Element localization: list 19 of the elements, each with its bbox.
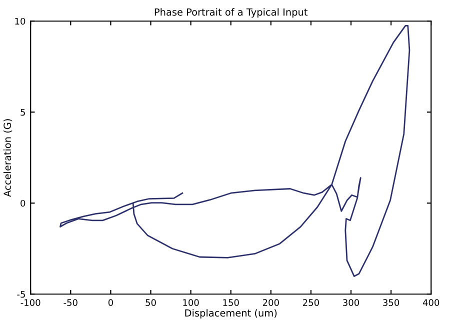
x-tick-label: 0: [108, 299, 113, 306]
x-tick-label: 300: [343, 299, 360, 306]
x-tick-label: -100: [20, 299, 40, 306]
x-tick-label: 350: [383, 299, 400, 306]
y-axis-title: Acceleration (G): [3, 119, 12, 197]
x-tick-label: -50: [64, 299, 78, 306]
x-axis-title: Displacement (um): [185, 309, 277, 319]
line-series: [60, 24, 410, 277]
x-tick-label: 100: [183, 299, 199, 306]
y-tick-label: -5: [17, 290, 25, 298]
x-tick-label: 50: [146, 299, 156, 306]
x-tick-label: 250: [302, 299, 319, 306]
chart-title: Phase Portrait of a Typical Input: [154, 8, 308, 18]
x-tick-label: 150: [223, 299, 239, 306]
x-tick-label: 200: [262, 299, 279, 306]
y-tick-label: 0: [20, 200, 26, 207]
x-tick-label: 400: [422, 299, 440, 306]
y-tick-label: 5: [20, 108, 25, 116]
y-tick-label: 10: [15, 18, 26, 25]
